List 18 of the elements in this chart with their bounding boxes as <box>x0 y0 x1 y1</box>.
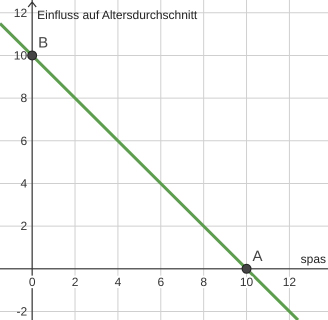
x-tick-label: 12 <box>282 274 296 289</box>
y-tick-label: 8 <box>20 91 28 106</box>
y-axis-title: Einfluss auf Altersdurchschnitt <box>37 8 198 22</box>
x-tick-label: 4 <box>114 274 122 289</box>
x-tick-label: 8 <box>200 274 208 289</box>
y-tick-label: -2 <box>16 304 28 318</box>
y-tick-label: 10 <box>14 48 28 62</box>
y-tick-label: 2 <box>20 219 28 234</box>
x-tick-label: 10 <box>240 274 254 289</box>
x-tick-label: 6 <box>157 274 164 289</box>
y-tick-label: 6 <box>20 134 28 148</box>
y-tick-label: 12 <box>14 6 28 20</box>
x-axis-title: spas <box>300 252 326 266</box>
x-tick-label: 2 <box>72 274 79 289</box>
annotation: B <box>38 34 48 52</box>
y-tick-label: 4 <box>20 176 28 190</box>
annotation: A <box>252 248 263 265</box>
line-series <box>0 22 300 320</box>
